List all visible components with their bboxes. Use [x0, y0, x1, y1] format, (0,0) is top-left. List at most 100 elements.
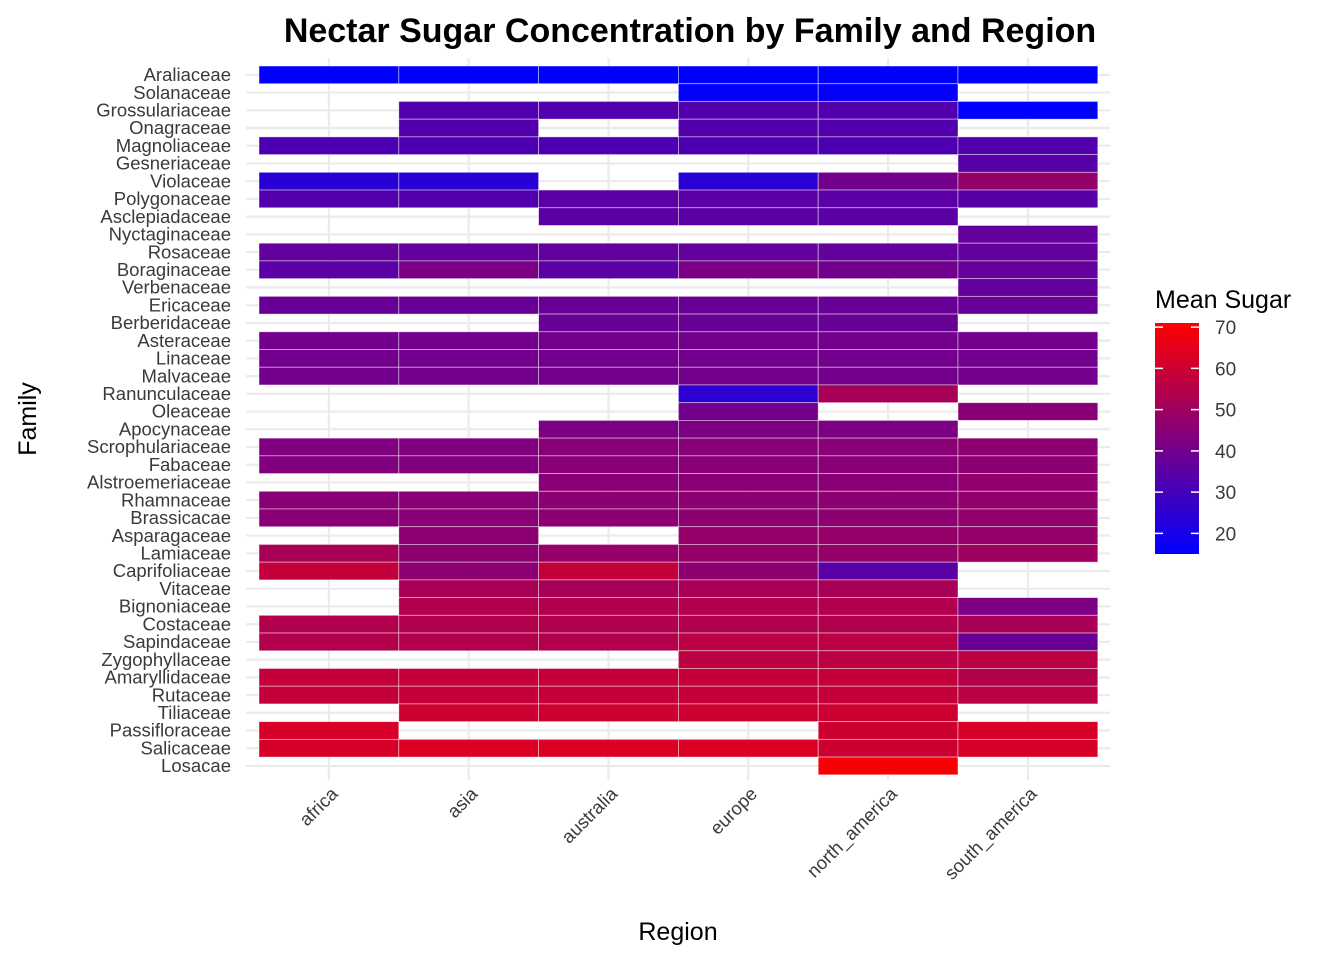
cell-Tiliaceae-australia [538, 703, 679, 723]
cell-Bignoniaceae-south_america [957, 597, 1099, 616]
cell-Malvaceae-south_america [957, 366, 1099, 386]
cell-Rutaceae-africa [258, 685, 400, 705]
cell-Passifloraceae-north_america [817, 721, 959, 740]
legend-title: Mean Sugar [1155, 286, 1291, 314]
y-tick-label: Malvaceae [142, 365, 231, 386]
cell-Lamiaceae-south_america [957, 544, 1099, 563]
cell-Brassicacae-south_america [957, 508, 1099, 528]
cell-Grossulariaceae-asia [398, 101, 539, 120]
y-tick-label: Violaceae [150, 170, 231, 191]
cell-Lamiaceae-europe [678, 544, 819, 563]
y-tick-label: Oleaceae [152, 401, 231, 422]
y-tick-label: Gesneriaceae [116, 153, 231, 174]
x-tick-label: africa [295, 782, 342, 829]
y-tick-label: Linaceae [156, 348, 231, 369]
cell-Oleaceae-europe [678, 402, 819, 421]
y-tick-label: Solanaceae [133, 82, 231, 103]
cell-Brassicacae-europe [678, 508, 819, 528]
y-tick-label: Nyctaginaceae [109, 224, 231, 245]
cell-Nyctaginaceae-south_america [957, 225, 1099, 244]
cell-Gesneriaceae-south_america [957, 154, 1099, 173]
cell-Alstroemeriaceae-south_america [957, 473, 1099, 492]
cell-Berberidaceae-australia [538, 313, 679, 333]
cell-Scrophulariaceae-europe [678, 437, 819, 457]
cell-Ericaceae-australia [538, 295, 679, 315]
y-tick-label: Passifloraceae [110, 720, 231, 741]
cell-Boraginaceae-australia [538, 260, 679, 280]
cell-Asparagaceae-europe [678, 526, 819, 545]
y-tick-label: Grossulariaceae [96, 100, 231, 121]
cell-Costaceae-asia [398, 614, 539, 634]
cell-Caprifoliaceae-africa [258, 561, 400, 581]
cell-Grossulariaceae-australia [538, 101, 679, 120]
cell-Malvaceae-africa [258, 366, 400, 386]
cell-Fabaceae-australia [538, 455, 679, 474]
y-tick-label: Salicaceae [140, 737, 231, 758]
y-tick-label: Onagraceae [129, 117, 231, 138]
cell-Fabaceae-south_america [957, 455, 1099, 474]
cell-Magnoliaceae-europe [678, 136, 819, 156]
y-tick-label: Sapindaceae [123, 631, 231, 652]
cell-Lamiaceae-australia [538, 544, 679, 563]
cell-Asclepiadaceae-north_america [817, 207, 959, 226]
legend: Mean Sugar 20 30 40 50 60 70 [1155, 286, 1291, 554]
cell-Vitaceae-north_america [817, 579, 959, 599]
x-tick-labels: africa asia australia europe north_america so… [295, 782, 1042, 884]
cell-Linaceae-australia [538, 349, 679, 368]
cell-Rosaceae-north_america [817, 242, 959, 262]
cell-Sapindaceae-australia [538, 632, 679, 652]
cell-Polygonaceae-asia [398, 189, 539, 209]
cell-Scrophulariaceae-south_america [957, 437, 1099, 457]
cell-Polygonaceae-north_america [817, 189, 959, 209]
cell-Ericaceae-asia [398, 295, 539, 315]
y-tick-label: Vitaceae [159, 578, 231, 599]
cell-Scrophulariaceae-australia [538, 437, 679, 457]
x-axis-title: Region [638, 918, 717, 946]
cell-Araliaceae-australia [538, 65, 679, 85]
cell-Fabaceae-europe [678, 455, 819, 474]
cell-Scrophulariaceae-north_america [817, 437, 959, 457]
cell-Violaceae-asia [398, 171, 539, 191]
cell-Solanaceae-europe [678, 83, 819, 102]
cell-Rutaceae-south_america [957, 685, 1099, 705]
cell-Ericaceae-europe [678, 295, 819, 315]
cell-Fabaceae-asia [398, 455, 539, 474]
cell-Costaceae-australia [538, 614, 679, 634]
cell-Linaceae-asia [398, 349, 539, 368]
cell-Caprifoliaceae-asia [398, 561, 539, 581]
cell-Amaryllidaceae-asia [398, 668, 539, 687]
cell-Rosaceae-europe [678, 242, 819, 262]
cell-Asclepiadaceae-europe [678, 207, 819, 226]
cell-Brassicacae-north_america [817, 508, 959, 528]
cell-Polygonaceae-africa [258, 189, 400, 209]
cell-Caprifoliaceae-north_america [817, 561, 959, 581]
y-tick-label: Ranunculaceae [102, 383, 231, 404]
y-tick-label: Ericaceae [149, 294, 231, 315]
cell-Asclepiadaceae-australia [538, 207, 679, 226]
cell-Caprifoliaceae-australia [538, 561, 679, 581]
cell-Asparagaceae-asia [398, 526, 539, 545]
cell-Rhamnaceae-south_america [957, 490, 1099, 510]
cell-Rhamnaceae-australia [538, 490, 679, 510]
y-tick-label: Brassicacae [130, 507, 231, 528]
cell-Sapindaceae-europe [678, 632, 819, 652]
cell-Linaceae-europe [678, 349, 819, 368]
cell-Araliaceae-asia [398, 65, 539, 85]
cell-Araliaceae-north_america [817, 65, 959, 85]
cell-Rhamnaceae-africa [258, 490, 400, 510]
cell-Alstroemeriaceae-australia [538, 473, 679, 492]
cell-Caprifoliaceae-europe [678, 561, 819, 581]
cell-Rutaceae-north_america [817, 685, 959, 705]
cell-Salicaceae-africa [258, 738, 400, 758]
cell-Polygonaceae-australia [538, 189, 679, 209]
x-tick-label: europe [706, 783, 762, 839]
cell-Costaceae-south_america [957, 614, 1099, 634]
cell-Fabaceae-africa [258, 455, 400, 474]
y-tick-label: Asteraceae [137, 330, 231, 351]
y-tick-label: Rosaceae [148, 241, 231, 262]
y-tick-label: Asparagaceae [112, 525, 231, 546]
cell-Ericaceae-north_america [817, 295, 959, 315]
cell-Scrophulariaceae-africa [258, 437, 400, 457]
cell-Amaryllidaceae-north_america [817, 668, 959, 687]
x-tick-label: asia [443, 782, 482, 821]
